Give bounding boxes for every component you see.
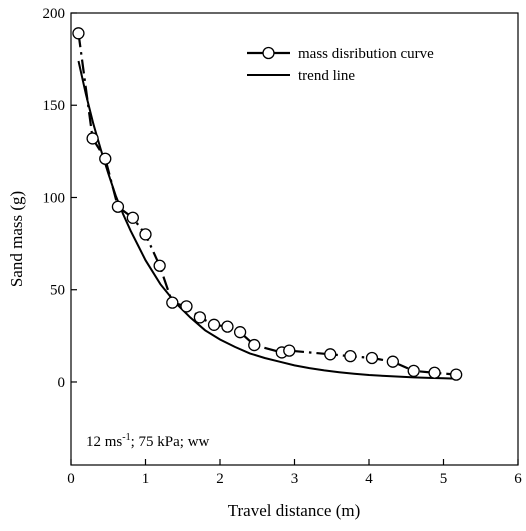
x-tick-label: 1 (142, 471, 150, 487)
mass-distribution-point (283, 344, 296, 357)
x-axis-title: Travel distance (m) (228, 501, 361, 520)
annotation-superscript: -1 (122, 432, 130, 443)
x-tick-label: 0 (67, 471, 75, 487)
mass-distribution-point (221, 320, 234, 333)
mass-distribution-point (344, 350, 357, 363)
mass-distribution-point (428, 366, 441, 379)
y-tick-label: 200 (43, 6, 66, 22)
mass-distribution-point (450, 368, 463, 381)
legend-trend-label: trend line (298, 68, 355, 84)
mass-distribution-point (180, 300, 193, 313)
mass-distribution-point (386, 355, 399, 368)
mass-distribution-point (153, 259, 166, 272)
mass-distribution-point (248, 338, 261, 352)
mass-distribution-point (407, 364, 420, 378)
mass-distribution-point (207, 318, 221, 331)
x-tick-label: 2 (216, 471, 224, 487)
mass-distribution-point (72, 27, 85, 40)
mass-distribution-point (166, 296, 179, 309)
plot-frame (70, 12, 519, 466)
y-tick-label: 150 (43, 98, 66, 114)
y-tick-label: 0 (58, 375, 66, 391)
annotation-rest: ; 75 kPa; ww (131, 434, 210, 450)
mass-distribution-point (99, 152, 112, 165)
mass-distribution-line (77, 33, 457, 376)
mass-distribution-point (233, 326, 247, 339)
mass-distribution-point (365, 351, 379, 365)
mass-distribution-point (126, 211, 139, 224)
legend-mass-marker (262, 46, 275, 60)
mass-distribution-point (111, 200, 125, 213)
y-tick-label: 100 (43, 190, 66, 206)
mass-distribution-point (193, 311, 207, 324)
x-tick-label: 5 (440, 471, 448, 487)
y-tick-label: 50 (50, 283, 65, 299)
condition-annotation: 12 ms-1; 75 kPa; ww (86, 432, 210, 450)
x-tick-label: 6 (514, 471, 522, 487)
mass-distribution-point (324, 348, 337, 361)
x-tick-label: 4 (365, 471, 373, 487)
mass-distribution-point (86, 132, 99, 145)
annotation-base: 12 ms (86, 434, 122, 450)
y-axis-title: Sand mass (g) (7, 191, 26, 287)
legend-mass-label: mass disribution curve (298, 46, 434, 62)
mass-distribution-point (139, 228, 152, 241)
x-tick-label: 3 (291, 471, 299, 487)
